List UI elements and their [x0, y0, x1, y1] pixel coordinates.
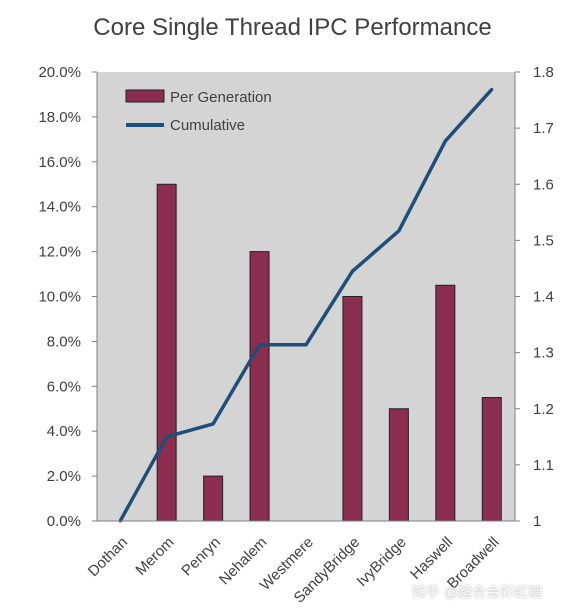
- bar-broadwell: [481, 397, 502, 522]
- left-axis-ticks: 0.0% 2.0% 4.0% 6.0% 8.0% 10.0% 12.0% 14.0% 16.0%…: [38, 64, 97, 530]
- right-tick-label: 1.4: [533, 289, 554, 306]
- line-series: [118, 87, 494, 523]
- left-tick-label: 20.0%: [38, 64, 81, 81]
- left-tick-label: 16.0%: [38, 154, 81, 171]
- left-tick-label: 12.0%: [38, 244, 81, 261]
- bar-nehalem: [249, 251, 270, 522]
- left-tick-label: 6.0%: [47, 378, 81, 395]
- x-tick-label-merom: Merom: [132, 534, 177, 579]
- bar-haswell: [435, 284, 456, 522]
- right-tick-label: 1.7: [533, 120, 554, 137]
- right-tick-label: 1.6: [533, 176, 554, 193]
- cumulative-point-broadwell: [490, 87, 494, 91]
- right-tick-label: 1.2: [533, 401, 554, 418]
- left-tick-label: 10.0%: [38, 289, 81, 306]
- left-tick-label: 2.0%: [47, 468, 81, 485]
- right-tick-label: 1: [533, 513, 541, 530]
- legend-label-per-generation: Per Generation: [170, 89, 272, 106]
- cumulative-point-nehalem: [258, 343, 262, 347]
- x-tick-label-ivybridge: IvyBridge: [353, 534, 409, 590]
- legend: Per Generation Cumulative: [125, 89, 272, 134]
- left-tick-label: 14.0%: [38, 199, 81, 216]
- bar-ivybridge: [388, 408, 409, 522]
- bar-sandybridge: [342, 296, 363, 522]
- right-axis-ticks: 1 1.1 1.2 1.3 1.4 1.5 1.6 1.7 1.8: [515, 64, 554, 530]
- right-tick-label: 1.5: [533, 232, 554, 249]
- cumulative-point-ivybridge: [397, 229, 401, 233]
- cumulative-point-merom: [165, 435, 169, 439]
- bar-merom: [156, 183, 177, 522]
- left-tick-label: 8.0%: [47, 333, 81, 350]
- legend-label-cumulative: Cumulative: [170, 117, 245, 134]
- left-tick-label: 0.0%: [47, 513, 81, 530]
- bar-penryn: [203, 475, 224, 522]
- right-tick-label: 1.3: [533, 345, 554, 362]
- bar-series: [156, 183, 502, 522]
- cumulative-point-sandybridge: [350, 269, 354, 273]
- cumulative-point-westmere: [304, 343, 308, 347]
- cumulative-point-haswell: [443, 139, 447, 143]
- right-tick-label: 1.1: [533, 457, 554, 474]
- cumulative-point-penryn: [211, 422, 215, 426]
- x-tick-label-penryn: Penryn: [178, 534, 224, 580]
- left-tick-label: 18.0%: [38, 109, 81, 126]
- right-tick-label: 1.8: [533, 64, 554, 81]
- legend-swatch-per-generation: [125, 89, 165, 103]
- x-tick-label-dothan: Dothan: [85, 534, 131, 580]
- watermark: 知乎 @超合金彩虹糖: [412, 584, 543, 600]
- chart-title: Core Single Thread IPC Performance: [93, 14, 492, 41]
- left-tick-label: 4.0%: [47, 423, 81, 440]
